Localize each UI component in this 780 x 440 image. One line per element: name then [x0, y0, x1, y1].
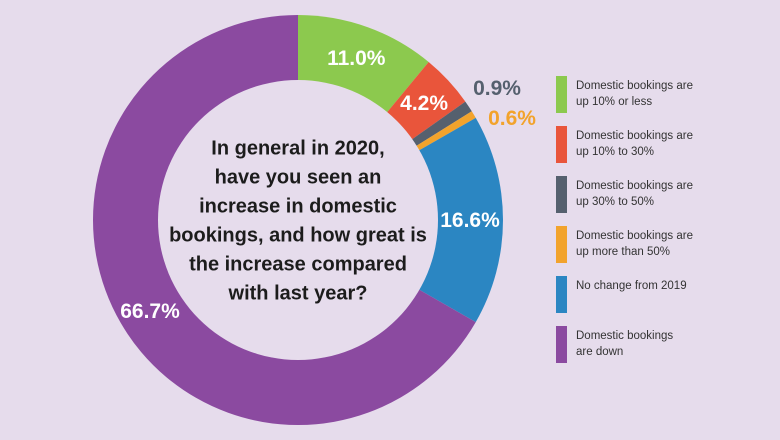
slice-label: 4.2% [400, 92, 448, 115]
legend-swatch [556, 126, 567, 163]
slice-label: 0.6% [488, 107, 536, 130]
legend-label: Domestic bookings are up more than 50% [576, 230, 693, 258]
legend-item-up-10-or-less: Domestic bookings are up 10% or less [556, 76, 771, 113]
legend-item-up-more-than-50: Domestic bookings are up more than 50% [556, 226, 771, 263]
legend: Domestic bookings are up 10% or less Dom… [556, 76, 771, 376]
slice-label: 66.7% [120, 300, 180, 323]
legend-item-no-change: No change from 2019 [556, 276, 771, 313]
legend-label: Domestic bookings are up 10% to 30% [576, 130, 693, 158]
legend-item-up-30-to-50: Domestic bookings are up 30% to 50% [556, 176, 771, 213]
donut-chart: 11.0% 4.2% 0.9% 0.6% 16.6% 66.7% In general i… [93, 15, 536, 426]
center-question: In general in 2020, have you seen an incre… [169, 138, 427, 305]
center-question-line: increase in domestic [199, 196, 397, 218]
legend-swatch [556, 226, 567, 263]
donut-hole [158, 80, 438, 360]
slice-label: 16.6% [440, 209, 500, 232]
legend-label: Domestic bookings are up 10% or less [576, 80, 693, 108]
slice-label: 0.9% [473, 77, 521, 100]
legend-item-up-10-to-30: Domestic bookings are up 10% to 30% [556, 126, 771, 163]
legend-label: No change from 2019 [576, 280, 687, 292]
legend-label: Domestic bookings are up 30% to 50% [576, 180, 693, 208]
slice-labels: 11.0% 4.2% 0.9% 0.6% 16.6% 66.7% [120, 47, 536, 323]
legend-swatch [556, 176, 567, 213]
center-question-line: with last year? [228, 283, 368, 305]
legend-swatch [556, 276, 567, 313]
legend-label: Domestic bookings are down [576, 330, 674, 358]
slice-label: 11.0% [327, 47, 386, 70]
legend-item-down: Domestic bookings are down [556, 326, 771, 363]
center-question-line: bookings, and how great is [169, 225, 427, 247]
legend-swatch [556, 326, 567, 363]
center-question-line: the increase compared [189, 254, 407, 276]
center-question-line: have you seen an [215, 167, 382, 189]
legend-swatch [556, 76, 567, 113]
center-question-line: In general in 2020, [211, 138, 384, 160]
